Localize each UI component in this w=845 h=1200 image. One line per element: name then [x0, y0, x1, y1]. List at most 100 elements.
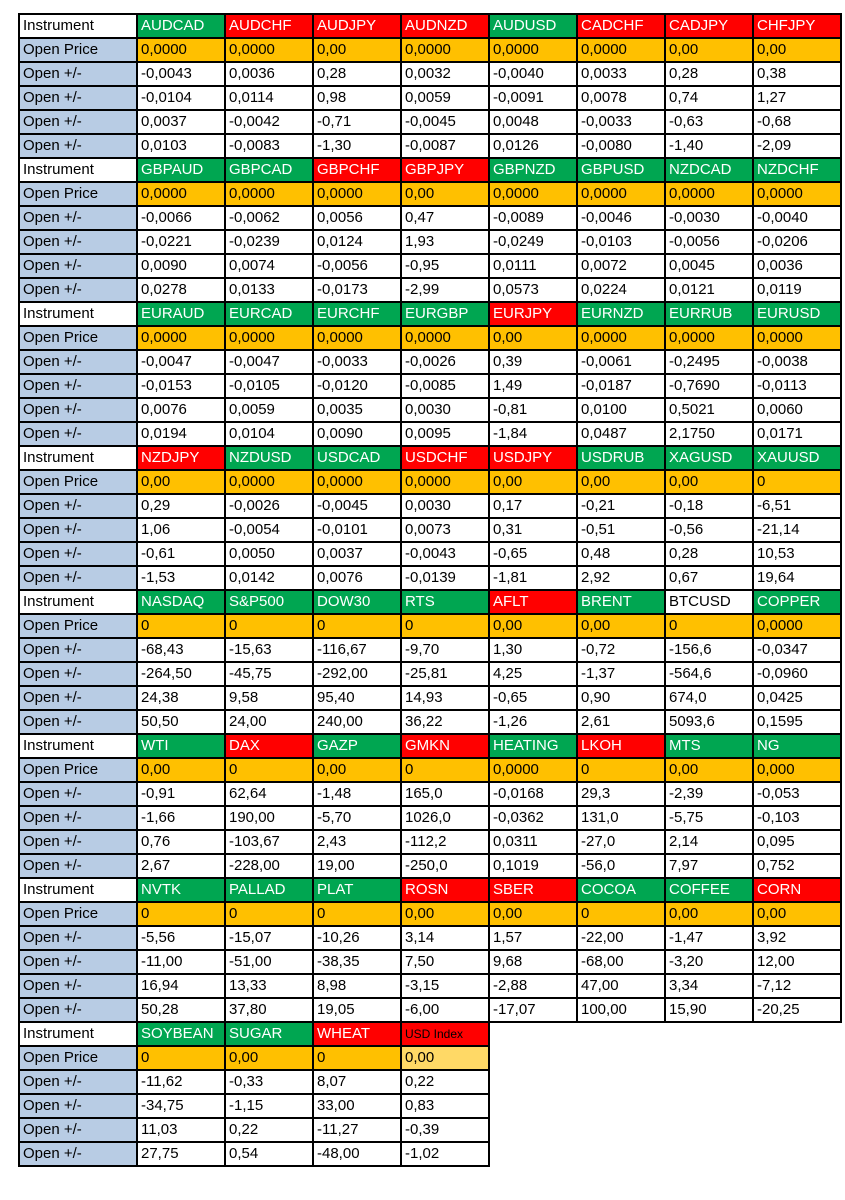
row-label-open-change[interactable]: Open +/-	[18, 541, 138, 567]
open-change-usdjpy-2[interactable]: 0,31	[488, 517, 578, 543]
open-price-audchf[interactable]: 0,0000	[224, 37, 314, 63]
open-change-nzdchf-2[interactable]: -0,0206	[752, 229, 842, 255]
open-change-audchf-3[interactable]: -0,0042	[224, 109, 314, 135]
row-label-open-change[interactable]: Open +/-	[18, 421, 138, 447]
open-change-rosn-1[interactable]: 3,14	[400, 925, 490, 951]
open-change-usdchf-1[interactable]: 0,0030	[400, 493, 490, 519]
open-change-nvtk-2[interactable]: -11,00	[136, 949, 226, 975]
open-change-gbpaud-4[interactable]: 0,0278	[136, 277, 226, 303]
open-change-audcad-4[interactable]: 0,0103	[136, 133, 226, 159]
instrument-header-gbpaud[interactable]: GBPAUD	[136, 157, 226, 183]
open-change-eurusd-3[interactable]: 0,0060	[752, 397, 842, 423]
open-change-btcusd-4[interactable]: 5093,6	[664, 709, 754, 735]
row-label-instrument[interactable]: Instrument	[18, 589, 138, 615]
row-label-open-change[interactable]: Open +/-	[18, 781, 138, 807]
row-label-open-change[interactable]: Open +/-	[18, 661, 138, 687]
open-change-gbpcad-2[interactable]: -0,0239	[224, 229, 314, 255]
open-change-gazp-3[interactable]: 2,43	[312, 829, 402, 855]
open-change-audnzd-4[interactable]: -0,0087	[400, 133, 490, 159]
open-price-corn[interactable]: 0,00	[752, 901, 842, 927]
open-change-eurnzd-3[interactable]: 0,0100	[576, 397, 666, 423]
open-price-usdrub[interactable]: 0,00	[576, 469, 666, 495]
open-change-eurgbp-3[interactable]: 0,0030	[400, 397, 490, 423]
open-change-audnzd-2[interactable]: 0,0059	[400, 85, 490, 111]
open-change-cocoa-2[interactable]: -68,00	[576, 949, 666, 975]
row-label-open-change[interactable]: Open +/-	[18, 1117, 138, 1143]
open-change-nzdcad-1[interactable]: -0,0030	[664, 205, 754, 231]
instrument-header-nzdchf[interactable]: NZDCHF	[752, 157, 842, 183]
open-change-audusd-4[interactable]: 0,0126	[488, 133, 578, 159]
row-label-open-change[interactable]: Open +/-	[18, 373, 138, 399]
open-change-nvtk-1[interactable]: -5,56	[136, 925, 226, 951]
open-price-eurgbp[interactable]: 0,0000	[400, 325, 490, 351]
open-change-coffee-2[interactable]: -3,20	[664, 949, 754, 975]
open-change-usdchf-4[interactable]: -0,0139	[400, 565, 490, 591]
open-change-lkoh-4[interactable]: -56,0	[576, 853, 666, 879]
open-price-nzdchf[interactable]: 0,0000	[752, 181, 842, 207]
open-change-usdrub-3[interactable]: 0,48	[576, 541, 666, 567]
open-price-gbpjpy[interactable]: 0,00	[400, 181, 490, 207]
open-change-heating-1[interactable]: -0,0168	[488, 781, 578, 807]
instrument-header-heating[interactable]: HEATING	[488, 733, 578, 759]
open-change-cadjpy-4[interactable]: -1,40	[664, 133, 754, 159]
open-price-eurcad[interactable]: 0,0000	[224, 325, 314, 351]
open-change-eurcad-4[interactable]: 0,0104	[224, 421, 314, 447]
open-change-brent-3[interactable]: 0,90	[576, 685, 666, 711]
row-label-instrument[interactable]: Instrument	[18, 13, 138, 39]
open-change-cadjpy-3[interactable]: -0,63	[664, 109, 754, 135]
open-change-usdcad-1[interactable]: -0,0045	[312, 493, 402, 519]
instrument-header-coffee[interactable]: COFFEE	[664, 877, 754, 903]
open-change-gbpcad-4[interactable]: 0,0133	[224, 277, 314, 303]
open-change-heating-4[interactable]: 0,1019	[488, 853, 578, 879]
open-change-s-p500-4[interactable]: 24,00	[224, 709, 314, 735]
open-change-plat-1[interactable]: -10,26	[312, 925, 402, 951]
open-change-sber-3[interactable]: -2,88	[488, 973, 578, 999]
open-change-nvtk-4[interactable]: 50,28	[136, 997, 226, 1023]
open-change-euraud-2[interactable]: -0,0153	[136, 373, 226, 399]
open-price-wti[interactable]: 0,00	[136, 757, 226, 783]
open-change-eurchf-3[interactable]: 0,0035	[312, 397, 402, 423]
instrument-header-mts[interactable]: MTS	[664, 733, 754, 759]
open-price-gbpnzd[interactable]: 0,0000	[488, 181, 578, 207]
open-change-gbpusd-2[interactable]: -0,0103	[576, 229, 666, 255]
open-change-gbpchf-2[interactable]: 0,0124	[312, 229, 402, 255]
open-change-usd-index-2[interactable]: 0,83	[400, 1093, 490, 1119]
open-change-gmkn-3[interactable]: -112,2	[400, 829, 490, 855]
instrument-header-s-p500[interactable]: S&P500	[224, 589, 314, 615]
open-change-gbpusd-4[interactable]: 0,0224	[576, 277, 666, 303]
open-change-lkoh-2[interactable]: 131,0	[576, 805, 666, 831]
open-change-eurcad-3[interactable]: 0,0059	[224, 397, 314, 423]
open-change-rts-1[interactable]: -9,70	[400, 637, 490, 663]
instrument-header-euraud[interactable]: EURAUD	[136, 301, 226, 327]
open-change-corn-4[interactable]: -20,25	[752, 997, 842, 1023]
instrument-header-cocoa[interactable]: COCOA	[576, 877, 666, 903]
open-change-cadjpy-2[interactable]: 0,74	[664, 85, 754, 111]
open-change-lkoh-1[interactable]: 29,3	[576, 781, 666, 807]
open-change-rosn-3[interactable]: -3,15	[400, 973, 490, 999]
open-price-plat[interactable]: 0	[312, 901, 402, 927]
open-price-dow30[interactable]: 0	[312, 613, 402, 639]
open-change-eurusd-2[interactable]: -0,0113	[752, 373, 842, 399]
open-price-audnzd[interactable]: 0,0000	[400, 37, 490, 63]
open-change-audusd-1[interactable]: -0,0040	[488, 61, 578, 87]
open-change-lkoh-3[interactable]: -27,0	[576, 829, 666, 855]
open-change-nzdusd-1[interactable]: -0,0026	[224, 493, 314, 519]
open-change-euraud-4[interactable]: 0,0194	[136, 421, 226, 447]
open-change-cocoa-1[interactable]: -22,00	[576, 925, 666, 951]
row-label-open-price[interactable]: Open Price	[18, 469, 138, 495]
instrument-header-nzdjpy[interactable]: NZDJPY	[136, 445, 226, 471]
row-label-open-change[interactable]: Open +/-	[18, 997, 138, 1023]
instrument-header-eurrub[interactable]: EURRUB	[664, 301, 754, 327]
instrument-header-dax[interactable]: DAX	[224, 733, 314, 759]
row-label-open-change[interactable]: Open +/-	[18, 973, 138, 999]
open-change-gbpaud-2[interactable]: -0,0221	[136, 229, 226, 255]
open-change-aflt-4[interactable]: -1,26	[488, 709, 578, 735]
open-price-audcad[interactable]: 0,0000	[136, 37, 226, 63]
open-price-aflt[interactable]: 0,00	[488, 613, 578, 639]
row-label-open-change[interactable]: Open +/-	[18, 61, 138, 87]
open-change-audcad-3[interactable]: 0,0037	[136, 109, 226, 135]
open-price-audjpy[interactable]: 0,00	[312, 37, 402, 63]
instrument-header-plat[interactable]: PLAT	[312, 877, 402, 903]
open-change-gazp-1[interactable]: -1,48	[312, 781, 402, 807]
instrument-header-brent[interactable]: BRENT	[576, 589, 666, 615]
